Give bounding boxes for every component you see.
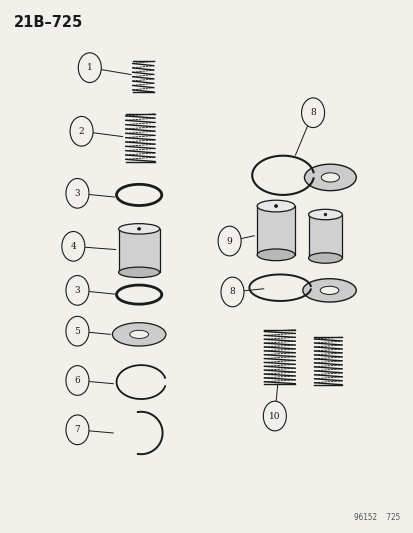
Circle shape	[66, 179, 89, 208]
Ellipse shape	[256, 249, 294, 261]
Ellipse shape	[118, 267, 159, 278]
Ellipse shape	[308, 253, 342, 263]
Ellipse shape	[112, 322, 166, 346]
Circle shape	[62, 231, 85, 261]
Circle shape	[66, 415, 89, 445]
Text: 8: 8	[309, 108, 315, 117]
Ellipse shape	[256, 200, 294, 212]
Text: 21B–725: 21B–725	[14, 14, 83, 30]
Text: 96152  725: 96152 725	[353, 513, 399, 522]
Text: 10: 10	[268, 411, 280, 421]
Circle shape	[66, 276, 89, 305]
Ellipse shape	[319, 286, 338, 294]
Ellipse shape	[130, 330, 148, 338]
Ellipse shape	[304, 164, 356, 191]
Ellipse shape	[320, 173, 339, 182]
Ellipse shape	[302, 279, 356, 302]
Bar	[308, 215, 342, 258]
Circle shape	[221, 277, 243, 307]
Text: 2: 2	[78, 127, 84, 136]
Bar	[256, 206, 294, 255]
Text: 6: 6	[74, 376, 80, 385]
Text: 5: 5	[74, 327, 80, 336]
Text: 3: 3	[74, 286, 80, 295]
Text: 3: 3	[74, 189, 80, 198]
Bar	[118, 229, 159, 272]
Text: 4: 4	[70, 242, 76, 251]
Circle shape	[301, 98, 324, 127]
Ellipse shape	[137, 228, 140, 230]
Ellipse shape	[323, 213, 326, 216]
Text: 1: 1	[87, 63, 93, 72]
Circle shape	[66, 366, 89, 395]
Ellipse shape	[118, 224, 159, 234]
Circle shape	[263, 401, 286, 431]
Ellipse shape	[308, 209, 342, 220]
Circle shape	[66, 317, 89, 346]
Text: 7: 7	[74, 425, 80, 434]
Ellipse shape	[274, 205, 277, 207]
Circle shape	[218, 226, 240, 256]
Circle shape	[78, 53, 101, 83]
Text: 8: 8	[229, 287, 235, 296]
Circle shape	[70, 116, 93, 146]
Text: 9: 9	[226, 237, 232, 246]
